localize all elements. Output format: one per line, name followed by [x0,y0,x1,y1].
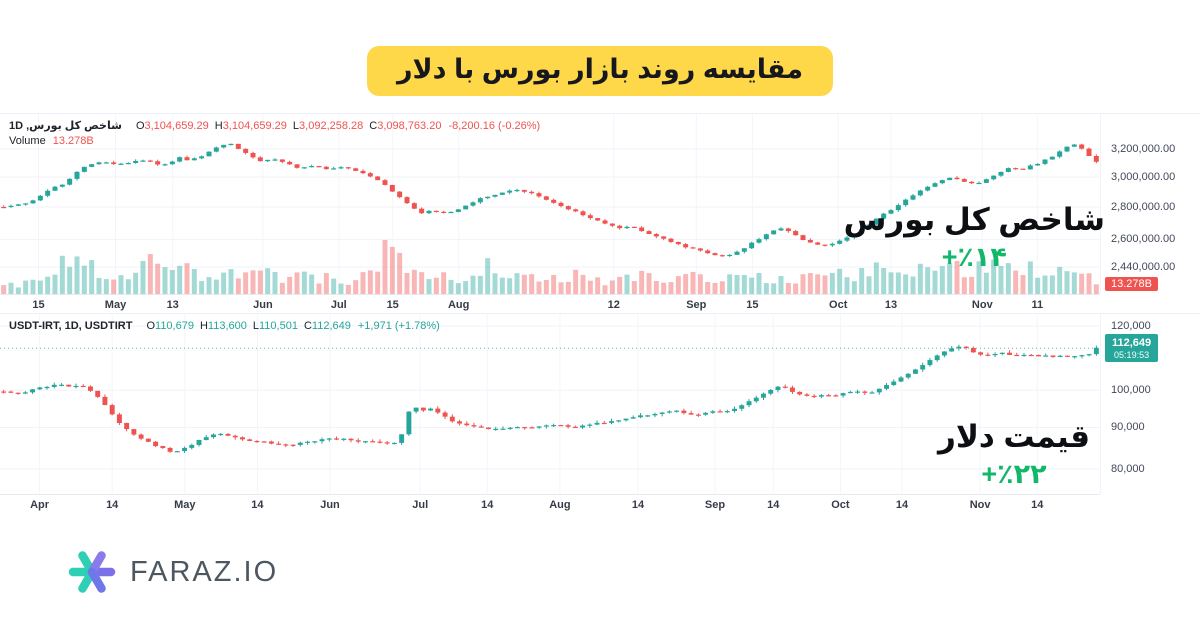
x-axis-label: Jun [320,499,340,511]
symbol-name: شاخص کل بورس, 1D [9,120,122,132]
legend-symbol-row: USDT-IRT, 1D, USDTIRT O110,679 H113,600 L11… [9,319,440,334]
y-axis-label: 2,800,000.00 [1111,201,1176,214]
x-axis-label: 14 [895,499,909,511]
legend-volume-row: Volume 13.278B [9,134,540,149]
ohlc-key: C [369,120,378,132]
usd-x-axis: Apr 14 May 14 Jun Jul 14 Aug 14 Sep 14 Oct 14 Nov 14 [0,494,1100,514]
x-axis-label: Sep [704,499,726,511]
x-axis-label: Aug [549,499,571,511]
x-axis-label: Nov [971,299,993,311]
y-axis-label: 100,000 [1111,384,1151,397]
ohlc-value: 3,104,659.29 [144,120,209,132]
y-axis-label: 120,000 [1111,320,1151,332]
ohlc-key: O [135,120,145,132]
index-chart-panel: شاخص کل بورس +٪۱۴ 3,200,000.00 3,000,000.… [0,113,1200,313]
ohlc-key: O [146,320,156,332]
ohlc-value: 3,092,258.28 [299,120,364,132]
index-chart-plot [0,114,1100,294]
ohlc-value: 3,104,659.29 [222,120,287,132]
usd-legend: USDT-IRT, 1D, USDTIRT O110,679 H113,600 L11… [9,319,440,334]
usd-annotation-title: قیمت دلار [937,419,1090,454]
y-axis-label: 2,600,000.00 [1111,233,1176,246]
last-price-value: 112,649 [1112,337,1152,350]
x-axis-label: 15 [746,299,759,311]
x-axis-label: Aug [447,299,470,311]
y-axis-label: 90,000 [1111,421,1145,434]
y-axis-label: 80,000 [1111,463,1145,475]
x-axis-label: 14 [251,499,264,511]
symbol-name: USDT-IRT, 1D, USDTIRT [9,320,133,332]
ohlc-key: H [199,320,208,332]
usd-y-axis: 120,000 100,000 90,000 80,000 112,649 05:19:5… [1100,314,1200,494]
ohlc-key: C [303,320,312,332]
brand-footer: FARAZ.IO [68,548,278,596]
ohlc-key: L [252,320,259,332]
x-axis-label: 11 [1031,299,1044,311]
x-axis-label: Jul [330,299,347,311]
ohlc-key: L [292,120,300,132]
ohlc-value: 3,098,763.20 [377,120,442,132]
ohlc-key: H [214,120,223,132]
index-annotation: شاخص کل بورس +٪۱۴ [844,202,1105,273]
brand-name: FARAZ.IO [130,555,279,588]
volume-label: Volume [9,135,46,147]
index-candles-canvas [0,114,1100,294]
index-legend: شاخص کل بورس, 1D O3,104,659.29 H3,104,659.… [9,119,540,149]
y-axis-label: 3,000,000.00 [1111,171,1176,184]
x-axis-label: 15 [32,299,45,311]
index-x-axis: 15 May 13 Jun Jul 15 Aug 12 Sep 15 Oct 13 Nov 11 [0,294,1100,314]
usd-candles-canvas [0,314,1100,494]
x-axis-label: Apr [30,499,50,511]
x-axis-label: 12 [607,299,620,311]
x-axis-label: Jun [253,299,273,311]
volume-value: 13.278B [52,135,94,147]
last-price-badge: 112,649 05:19:53 [1105,334,1159,363]
legend-symbol-row: شاخص کل بورس, 1D O3,104,659.29 H3,104,659.… [9,119,540,134]
faraz-logo-asterisk-icon [68,551,116,593]
x-axis-label: May [104,299,127,311]
ohlc-value: 110,679 [155,320,194,332]
change-value: -8,200.16 (-0.26%) [448,120,541,132]
x-axis-label: 15 [386,299,399,311]
x-axis-label: Oct [829,299,848,311]
usd-annotation: قیمت دلار +٪۲۲ [938,419,1090,490]
bar-countdown: 05:19:53 [1114,350,1150,361]
x-axis-label: Sep [686,299,707,311]
x-axis-label: 14 [767,499,780,511]
x-axis-label: Nov [969,499,991,511]
x-axis-label: 14 [631,499,645,511]
index-y-axis: 3,200,000.00 3,000,000.00 2,800,000.00 2,60… [1100,114,1200,294]
x-axis-label: 14 [106,499,119,511]
ohlc-value: 113,600 [207,320,247,332]
volume-axis-badge: 13.278B [1105,277,1158,291]
ohlc-value: 110,501 [259,320,298,332]
x-axis-label: May [174,499,196,511]
x-axis-label: Jul [412,499,429,511]
x-axis-label: 14 [1031,499,1044,511]
x-axis-label: 14 [481,499,494,511]
ohlc-value: 112,649 [311,320,351,332]
y-axis-label: 3,200,000.00 [1111,143,1176,155]
title-banner: مقایسه روند بازار بورس با دلار [0,46,1200,96]
page-title: مقایسه روند بازار بورس با دلار [366,46,834,96]
y-axis-label: 2,440,000.00 [1111,261,1176,273]
x-axis-label: 13 [884,299,898,311]
usd-chart-plot [0,314,1100,494]
change-value: +1,971 (+1.78%) [357,320,440,332]
index-annotation-title: شاخص کل بورس [843,202,1105,237]
usd-annotation-change: +٪۲۲ [981,459,1047,489]
usd-chart-panel: قیمت دلار +٪۲۲ 120,000 100,000 90,000 80,00… [0,313,1200,513]
x-axis-label: 13 [166,299,179,311]
x-axis-label: Oct [831,499,850,511]
index-annotation-change: +٪۱۴ [941,242,1007,272]
